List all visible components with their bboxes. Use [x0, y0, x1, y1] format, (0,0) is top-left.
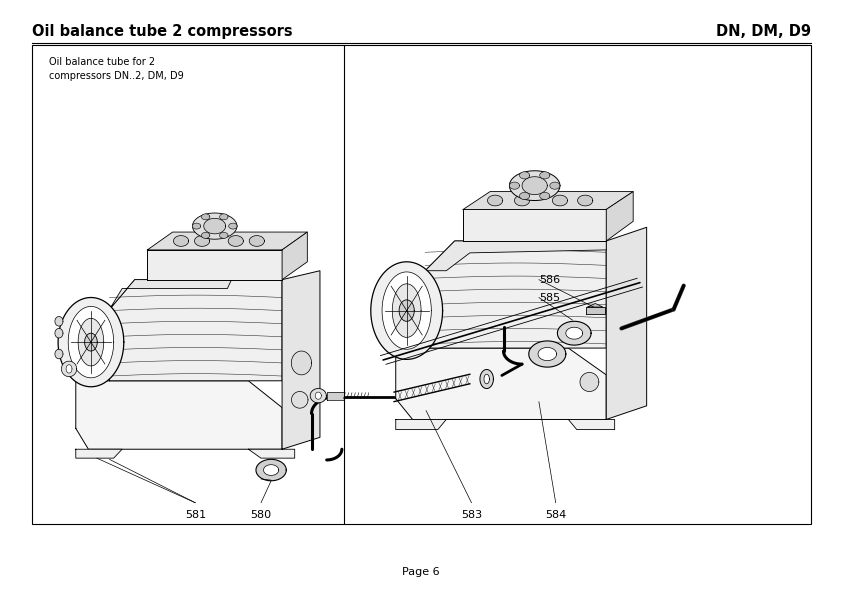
Polygon shape	[147, 232, 307, 250]
Polygon shape	[520, 172, 530, 179]
Polygon shape	[392, 284, 421, 337]
Polygon shape	[109, 280, 282, 381]
Polygon shape	[370, 262, 443, 359]
Text: 583: 583	[461, 510, 482, 520]
Polygon shape	[529, 341, 566, 367]
Polygon shape	[538, 347, 557, 361]
Polygon shape	[85, 333, 97, 351]
Polygon shape	[566, 327, 583, 339]
Polygon shape	[522, 177, 547, 195]
Text: 580: 580	[250, 510, 272, 520]
Text: 584: 584	[545, 510, 567, 520]
Polygon shape	[399, 300, 414, 321]
Polygon shape	[396, 348, 606, 419]
Polygon shape	[248, 449, 295, 458]
Bar	[32, 45, 811, 524]
Polygon shape	[55, 317, 63, 326]
Text: DN, DM, D9: DN, DM, D9	[716, 24, 811, 39]
Polygon shape	[109, 280, 232, 309]
Polygon shape	[580, 372, 599, 392]
Polygon shape	[201, 214, 210, 220]
Polygon shape	[540, 172, 550, 179]
Polygon shape	[249, 236, 264, 246]
Text: Page 6: Page 6	[402, 568, 440, 577]
Polygon shape	[282, 271, 320, 449]
Polygon shape	[606, 227, 647, 419]
Polygon shape	[586, 307, 605, 314]
Polygon shape	[291, 392, 308, 408]
Polygon shape	[488, 195, 503, 206]
Polygon shape	[147, 250, 282, 280]
Polygon shape	[55, 328, 63, 338]
Polygon shape	[425, 241, 606, 271]
Polygon shape	[588, 303, 603, 307]
Text: 585: 585	[539, 293, 560, 302]
Polygon shape	[578, 195, 593, 206]
Polygon shape	[552, 195, 568, 206]
Polygon shape	[195, 236, 210, 246]
Text: 586: 586	[539, 275, 560, 284]
Polygon shape	[568, 419, 615, 430]
Polygon shape	[514, 195, 530, 206]
Polygon shape	[76, 381, 282, 449]
Polygon shape	[540, 192, 550, 199]
Polygon shape	[193, 213, 237, 239]
Polygon shape	[480, 369, 493, 389]
Polygon shape	[55, 349, 63, 359]
Polygon shape	[291, 351, 312, 375]
Polygon shape	[61, 361, 77, 377]
Polygon shape	[204, 218, 226, 234]
Polygon shape	[557, 321, 591, 345]
Polygon shape	[550, 182, 560, 189]
Polygon shape	[220, 233, 228, 239]
Polygon shape	[229, 223, 237, 229]
Text: Oil balance tube for 2
compressors DN..2, DM, D9: Oil balance tube for 2 compressors DN..2…	[49, 57, 184, 80]
Polygon shape	[76, 449, 122, 458]
Polygon shape	[256, 459, 286, 481]
Polygon shape	[606, 192, 633, 241]
Polygon shape	[509, 182, 520, 189]
Polygon shape	[425, 241, 606, 348]
Polygon shape	[68, 306, 114, 378]
Polygon shape	[484, 374, 489, 384]
Polygon shape	[220, 214, 228, 220]
Polygon shape	[382, 272, 431, 349]
Polygon shape	[463, 209, 606, 241]
Polygon shape	[396, 419, 446, 430]
Polygon shape	[173, 236, 189, 246]
Text: Oil balance tube 2 compressors: Oil balance tube 2 compressors	[32, 24, 293, 39]
Polygon shape	[201, 233, 210, 239]
Polygon shape	[509, 171, 560, 201]
Polygon shape	[192, 223, 200, 229]
Polygon shape	[78, 318, 104, 366]
Polygon shape	[463, 192, 633, 209]
Polygon shape	[264, 465, 279, 475]
Polygon shape	[282, 232, 307, 280]
Polygon shape	[315, 392, 322, 399]
Polygon shape	[520, 192, 530, 199]
Text: 581: 581	[184, 510, 206, 520]
Polygon shape	[327, 392, 344, 400]
Polygon shape	[58, 298, 124, 387]
Polygon shape	[67, 365, 72, 373]
Polygon shape	[310, 389, 327, 403]
Polygon shape	[228, 236, 243, 246]
